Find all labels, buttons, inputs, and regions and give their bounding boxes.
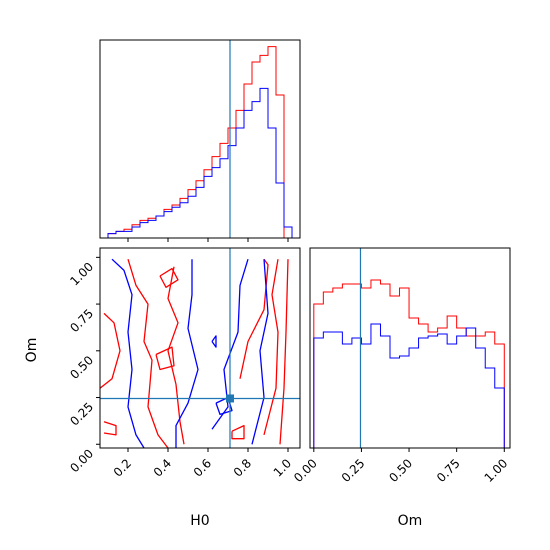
blue-contour (111, 258, 145, 448)
red-contour (103, 421, 117, 436)
contour-frame (99, 247, 301, 449)
h0-om-contour-panel: 0.2 0.4 0.6 0.8 1.0 0.00 0.25 0.50 0.75 1.00 (67, 247, 301, 480)
contour-x-tick-label: 0.8 (231, 456, 254, 479)
red-contour (279, 259, 289, 445)
blue-contour (175, 259, 199, 448)
om-hist-x-tick-label: 0.75 (434, 456, 463, 485)
om-hist-x-tick-label: 0.50 (386, 456, 415, 485)
contour-x-tick-label: 0.4 (151, 456, 174, 479)
red-contour (167, 266, 185, 445)
blue-contour (251, 259, 269, 445)
h0-blue-histogram (107, 87, 293, 238)
blue-contour (211, 335, 217, 348)
h0-histogram-panel (99, 39, 301, 242)
contour-x-tick-label: 0.2 (111, 456, 134, 479)
h0-frame (99, 39, 301, 239)
blue-contour (211, 259, 249, 430)
contour-x-tick-label: 1.0 (271, 456, 294, 479)
contour-y-tick-label: 0.00 (67, 446, 96, 475)
red-contour (127, 259, 169, 448)
om-frame (309, 247, 511, 449)
om-hist-x-tick-label: 1.00 (482, 456, 511, 485)
red-contour (159, 267, 179, 288)
red-contour (155, 346, 175, 371)
om-red-histogram (313, 279, 505, 448)
red-contour (239, 258, 269, 379)
contour-y-tick-label: 0.50 (67, 353, 96, 382)
om-histogram-panel: 0.00 0.25 0.50 0.75 1.00 (291, 247, 511, 485)
red-contour (100, 312, 121, 389)
contour-x-tick-label: 0.6 (191, 456, 214, 479)
h0-red-histogram (107, 46, 292, 239)
contour-y-tick-label: 1.00 (67, 260, 96, 289)
contour-y-tick-label: 0.75 (67, 306, 96, 335)
x-axis-label-om: Om (398, 513, 423, 529)
x-axis-label-h0: H0 (190, 513, 209, 529)
om-hist-x-tick-label: 0.25 (339, 456, 368, 485)
om-hist-x-tick-label: 0.00 (291, 456, 320, 485)
truth-point-marker (226, 394, 234, 403)
red-contour (231, 424, 245, 440)
contour-y-tick-label: 0.25 (67, 400, 96, 429)
blue-contour (215, 396, 233, 416)
contour-lines (100, 258, 289, 448)
y-axis-label-om: Om (24, 338, 40, 363)
red-contour (263, 259, 279, 436)
om-blue-histogram (313, 323, 505, 448)
